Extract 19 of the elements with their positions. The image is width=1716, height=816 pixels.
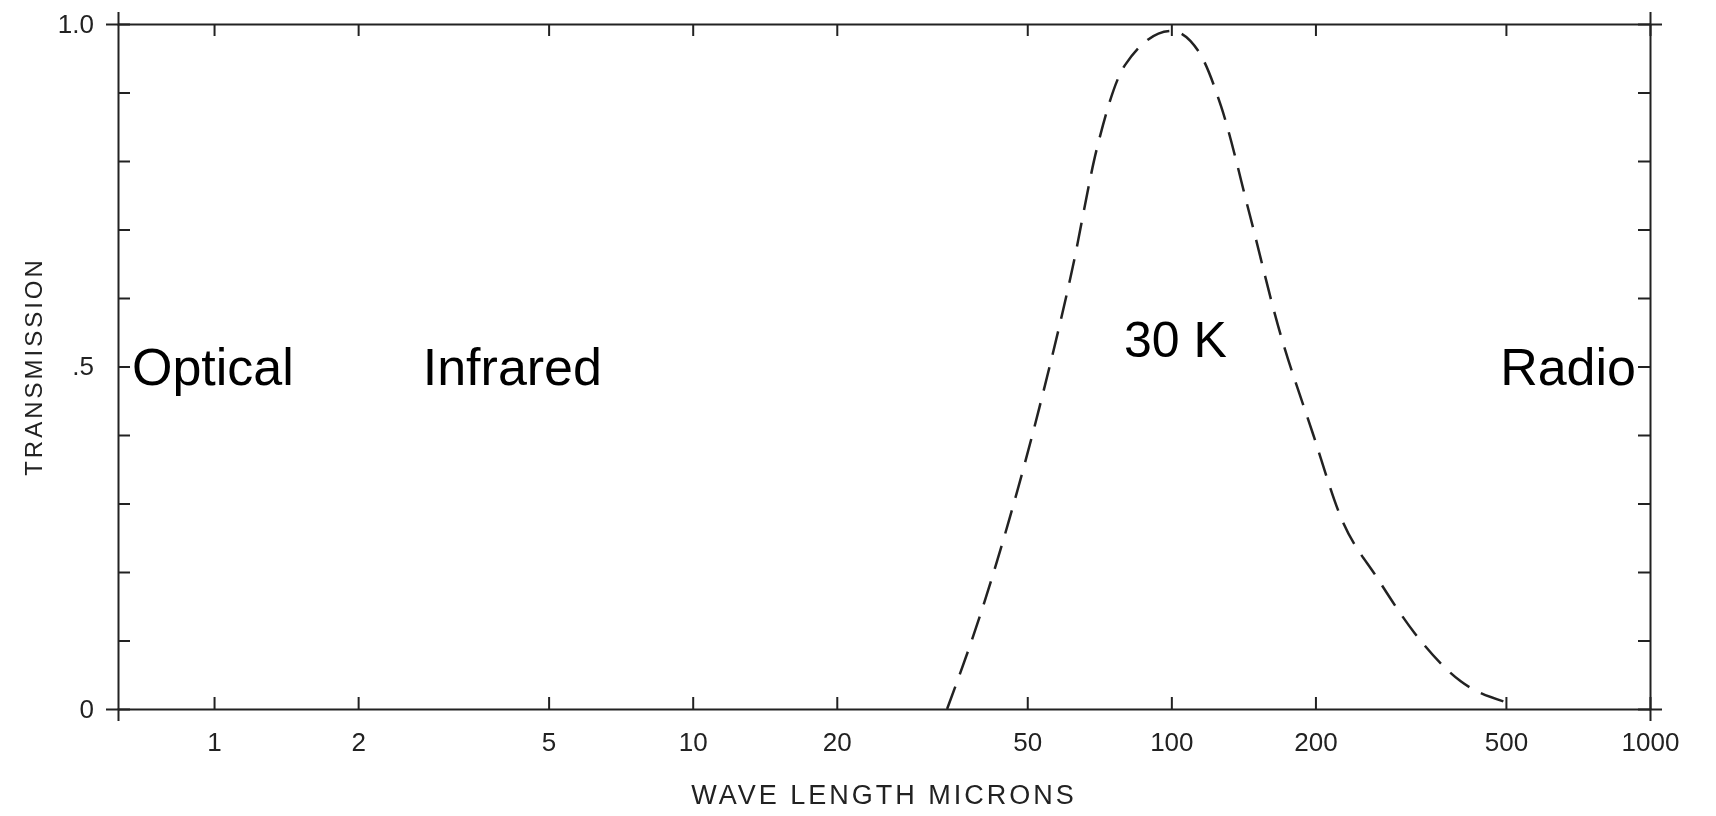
x-axis-title: WAVE LENGTH MICRONS xyxy=(691,780,1077,810)
annotation: Optical xyxy=(132,337,294,396)
x-tick-label: 50 xyxy=(1013,727,1043,758)
x-tick-label: 500 xyxy=(1484,727,1529,758)
x-tick-label: 20 xyxy=(822,727,852,758)
x-tick-label: 1000 xyxy=(1621,727,1680,758)
annotation: Radio xyxy=(1500,337,1636,396)
x-tick-label: 5 xyxy=(541,727,557,758)
annotation: Infrared xyxy=(422,337,602,396)
x-tick-label: 200 xyxy=(1294,727,1338,758)
y-axis-title: TRANSMISSION xyxy=(20,257,47,476)
y-tick-label: 1.0 xyxy=(57,8,94,39)
x-tick-label: 1 xyxy=(207,727,222,758)
y-tick-label: .5 xyxy=(72,351,94,382)
x-tick-label: 2 xyxy=(351,727,366,758)
x-tick-label: 10 xyxy=(678,727,708,758)
x-tick-label: 100 xyxy=(1150,727,1194,758)
series-label: 30 K xyxy=(1123,311,1227,368)
y-tick-label: 0 xyxy=(79,693,94,724)
